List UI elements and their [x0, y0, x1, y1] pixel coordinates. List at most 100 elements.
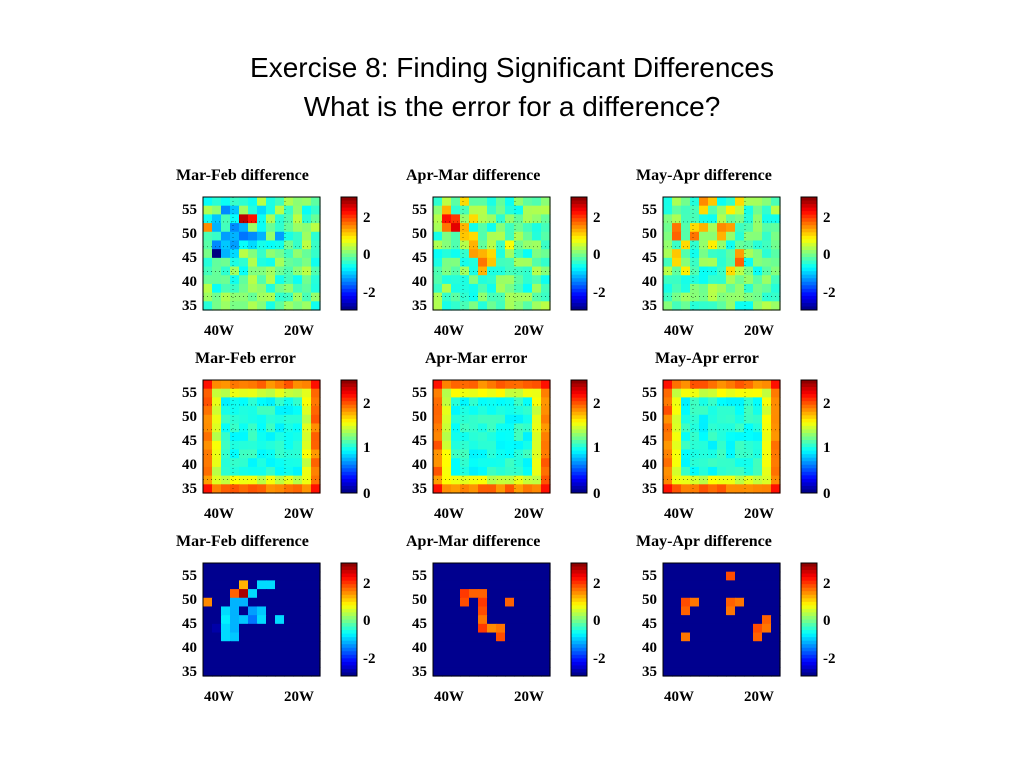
heatmap-cell [266, 580, 276, 590]
heatmap-cell [744, 380, 754, 390]
heatmap-cell [212, 414, 222, 425]
heatmap-cell [311, 440, 321, 451]
heatmap-cell [496, 466, 506, 477]
heatmap-cell [478, 667, 488, 677]
heatmap-cell [532, 658, 542, 668]
heatmap-cell [266, 589, 276, 599]
heatmap-cell [239, 440, 249, 451]
colorbar-segment [571, 640, 587, 645]
heatmap-cell [523, 649, 533, 660]
heatmap-cell [487, 571, 497, 581]
heatmap-cell [469, 458, 479, 468]
heatmap-cell [478, 380, 488, 390]
heatmap-cell [469, 571, 479, 581]
heatmap-cell [753, 649, 763, 660]
heatmap-cell [744, 423, 754, 433]
colorbar-segment [341, 443, 357, 448]
heatmap-cell [469, 606, 479, 616]
heatmap-cell [532, 301, 542, 311]
colorbar-segment [571, 591, 587, 596]
heatmap-cell [221, 432, 231, 442]
y-tick-label: 35 [182, 664, 197, 680]
heatmap-cell [451, 283, 461, 294]
colorbar-segment [801, 394, 817, 399]
heatmap-cell [523, 283, 533, 294]
heatmap-cell [311, 406, 321, 416]
heatmap-cell [284, 615, 294, 625]
heatmap-cell [221, 231, 231, 242]
heatmap-cell [726, 563, 736, 573]
heatmap-cell [663, 432, 673, 442]
heatmap-cell [699, 641, 709, 651]
heatmap-cell [690, 205, 700, 215]
colorbar-segment [801, 235, 817, 240]
heatmap-cell [505, 641, 515, 651]
heatmap-cell [469, 440, 479, 451]
heatmap-cell [239, 432, 249, 442]
heatmap-cell [744, 275, 754, 285]
heatmap-cell [496, 432, 506, 442]
heatmap-cell [487, 484, 497, 494]
heatmap-cell [469, 223, 479, 233]
heatmap-cell [663, 205, 673, 215]
heatmap-cell [681, 380, 691, 390]
heatmap-cell [284, 249, 294, 259]
heatmap-cell [541, 301, 551, 311]
heatmap-cell [708, 449, 718, 459]
heatmap-cell [541, 606, 551, 616]
heatmap-cell [275, 475, 285, 485]
heatmap-cell [302, 571, 312, 581]
colorbar-segment [801, 267, 817, 272]
heatmap-cell [442, 580, 452, 590]
heatmap-cell [699, 414, 709, 425]
heatmap-cell [293, 266, 303, 276]
heatmap-cell [266, 563, 276, 573]
heatmap-cell [699, 223, 709, 233]
heatmap-cell [239, 388, 249, 398]
heatmap-cell [212, 649, 222, 660]
heatmap-cell [212, 632, 222, 642]
heatmap-cell [496, 388, 506, 398]
colorbar-segment [341, 623, 357, 628]
colorbar-segment [801, 661, 817, 666]
heatmap-cell [221, 449, 231, 459]
colorbar-segment [571, 482, 587, 487]
heatmap-cell [762, 432, 772, 442]
heatmap-cell [771, 589, 781, 599]
heatmap-cell [275, 406, 285, 416]
heatmap-cell [708, 563, 718, 573]
heatmap-cell [726, 580, 736, 590]
heatmap-cell [771, 223, 781, 233]
heatmap-cell [266, 658, 276, 668]
heatmap-cell [284, 440, 294, 451]
heatmap-cell [487, 257, 497, 268]
heatmap-cell [744, 223, 754, 233]
heatmap-cell [753, 484, 763, 494]
heatmap-cell [771, 658, 781, 668]
heatmap-cell [708, 667, 718, 677]
colorbar-segment [341, 577, 357, 582]
heatmap-cell [203, 580, 213, 590]
heatmap-cell [505, 197, 515, 207]
colorbar-segment [341, 665, 357, 670]
heatmap-cell [663, 257, 673, 268]
heatmap-cell [523, 658, 533, 668]
heatmap-cell [248, 423, 258, 433]
heatmap-cell [302, 197, 312, 207]
heatmap-cell [762, 440, 772, 451]
heatmap-cell [293, 205, 303, 215]
heatmap-cell [230, 240, 240, 250]
colorbar-segment [801, 647, 817, 652]
heatmap-cell [762, 658, 772, 668]
colorbar-segment [341, 661, 357, 666]
heatmap-cell [753, 249, 763, 259]
heatmap-cell [311, 649, 321, 660]
heatmap-cell [221, 414, 231, 425]
heatmap-cell [302, 658, 312, 668]
heatmap-cell [469, 623, 479, 634]
heatmap-cell [681, 397, 691, 407]
colorbar-segment [801, 580, 817, 585]
colorbar-segment [341, 218, 357, 223]
heatmap-cell [726, 484, 736, 494]
heatmap-cell [523, 231, 533, 242]
